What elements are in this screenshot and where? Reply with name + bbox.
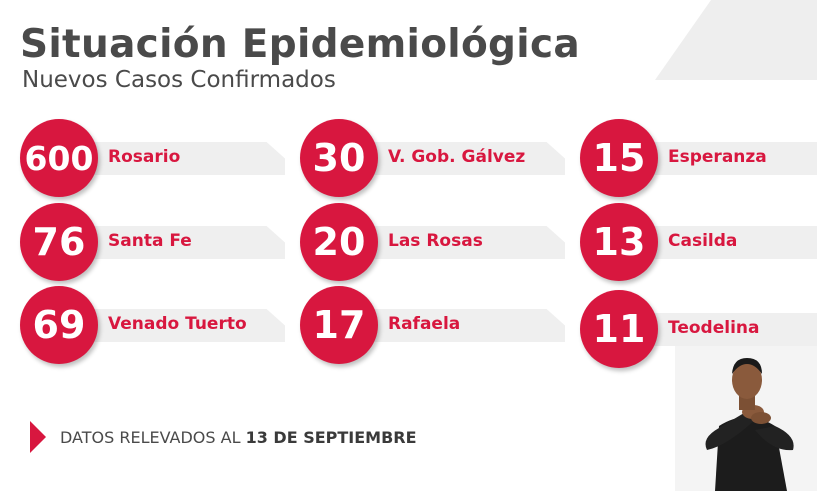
count-circle: 30 [300,119,378,197]
footer-date: 13 DE SEPTIEMBRE [245,427,417,447]
case-count: 600 [24,138,94,178]
case-card-esperanza: 15 Esperanza [580,119,817,197]
count-circle: 20 [300,203,378,281]
case-card-rafaela: 17 Rafaela [300,286,565,364]
play-arrow-icon [30,421,46,453]
city-name: Casilda [668,231,738,251]
case-card-teodelina: 11 Teodelina [580,290,817,368]
count-circle: 69 [20,286,98,364]
case-count: 20 [312,220,366,264]
city-name: Santa Fe [108,231,192,251]
count-circle: 13 [580,203,658,281]
city-name: Rafaela [388,314,461,334]
case-count: 15 [592,136,646,180]
case-count: 69 [32,303,86,347]
case-card-santa-fe: 76 Santa Fe [20,203,285,281]
footer-label: DATOS RELEVADOS AL [60,427,241,447]
case-card-rosario: 600 Rosario [20,119,285,197]
count-circle: 600 [20,119,98,197]
count-circle: 17 [300,286,378,364]
city-name: Teodelina [668,318,760,338]
case-card-venado-tuerto: 69 Venado Tuerto [20,286,285,364]
case-count: 13 [592,220,646,264]
footer-text: DATOS RELEVADOS AL 13 DE SEPTIEMBRE [60,428,417,447]
city-name: V. Gob. Gálvez [388,147,526,167]
case-card-v-gob-galvez: 30 V. Gob. Gálvez [300,119,565,197]
page-subtitle: Nuevos Casos Confirmados [22,67,336,93]
city-name: Venado Tuerto [108,314,247,334]
corner-decoration [654,0,817,80]
sign-language-interpreter-video [675,346,817,491]
count-circle: 76 [20,203,98,281]
case-count: 30 [312,136,366,180]
case-card-casilda: 13 Casilda [580,203,817,281]
case-count: 11 [592,307,646,351]
case-count: 76 [32,220,86,264]
city-name: Esperanza [668,147,767,167]
case-card-las-rosas: 20 Las Rosas [300,203,565,281]
case-count: 17 [312,303,366,347]
data-date-footer: DATOS RELEVADOS AL 13 DE SEPTIEMBRE [30,420,417,454]
count-circle: 11 [580,290,658,368]
page-title: Situación Epidemiológica [20,22,580,67]
interpreter-figure-icon [675,346,817,491]
city-name: Las Rosas [388,231,483,251]
city-name: Rosario [108,147,181,167]
count-circle: 15 [580,119,658,197]
